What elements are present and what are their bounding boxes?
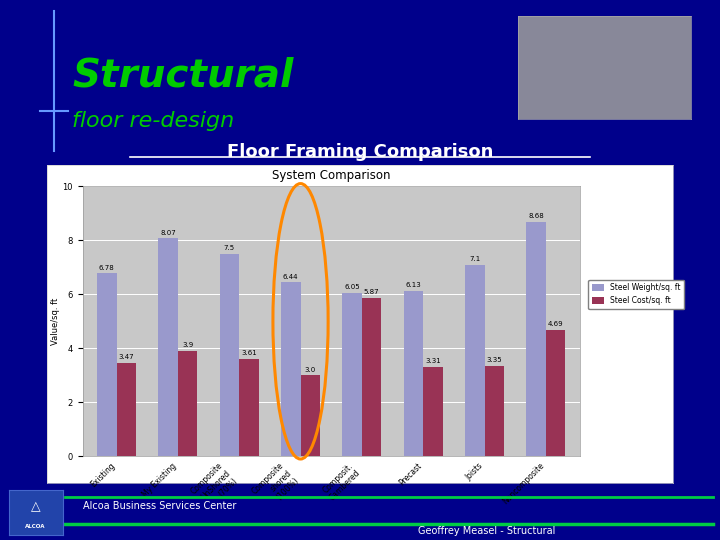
Bar (220, 254, 239, 456)
Text: Floor Framing Comparison: Floor Framing Comparison (227, 143, 493, 161)
Text: 7.5: 7.5 (224, 245, 235, 251)
Text: 4.69: 4.69 (548, 321, 564, 327)
Text: 3.31: 3.31 (425, 358, 441, 364)
Bar (239, 359, 258, 456)
Text: 6.78: 6.78 (99, 265, 114, 271)
Bar (526, 222, 546, 456)
Text: △: △ (31, 501, 40, 514)
Bar (546, 329, 565, 456)
Text: 3.61: 3.61 (241, 350, 257, 356)
Bar (178, 351, 197, 456)
Text: Alcoa Business Services Center: Alcoa Business Services Center (83, 501, 236, 511)
Text: 3.9: 3.9 (182, 342, 193, 348)
Text: 3.47: 3.47 (119, 354, 134, 360)
Bar (281, 282, 300, 456)
Bar (342, 293, 362, 456)
Text: 6.44: 6.44 (283, 274, 299, 280)
Bar (158, 238, 178, 456)
Bar (362, 298, 382, 456)
Legend: Steel Weight/sq. ft, Steel Cost/sq. ft: Steel Weight/sq. ft, Steel Cost/sq. ft (588, 280, 684, 309)
Title: System Comparison: System Comparison (272, 170, 390, 183)
Bar (300, 375, 320, 456)
Text: 6.05: 6.05 (344, 284, 360, 291)
Bar (423, 367, 443, 456)
Text: Geoffrey Measel - Structural: Geoffrey Measel - Structural (418, 526, 555, 537)
Bar (404, 291, 423, 456)
Text: Structural: Structural (72, 57, 293, 94)
Text: 8.68: 8.68 (528, 213, 544, 219)
Text: 5.87: 5.87 (364, 289, 379, 295)
Bar (97, 273, 117, 456)
Bar (465, 265, 485, 456)
Text: 3.35: 3.35 (487, 357, 502, 363)
Bar (117, 363, 136, 456)
Text: 8.07: 8.07 (160, 230, 176, 235)
Y-axis label: Value/sq. ft: Value/sq. ft (51, 298, 60, 345)
Text: ALCOA: ALCOA (25, 524, 46, 529)
Bar (485, 366, 504, 456)
Text: floor re-design: floor re-design (72, 111, 234, 131)
Text: 6.13: 6.13 (405, 282, 421, 288)
Text: 3.0: 3.0 (305, 367, 316, 373)
Text: 7.1: 7.1 (469, 256, 480, 262)
